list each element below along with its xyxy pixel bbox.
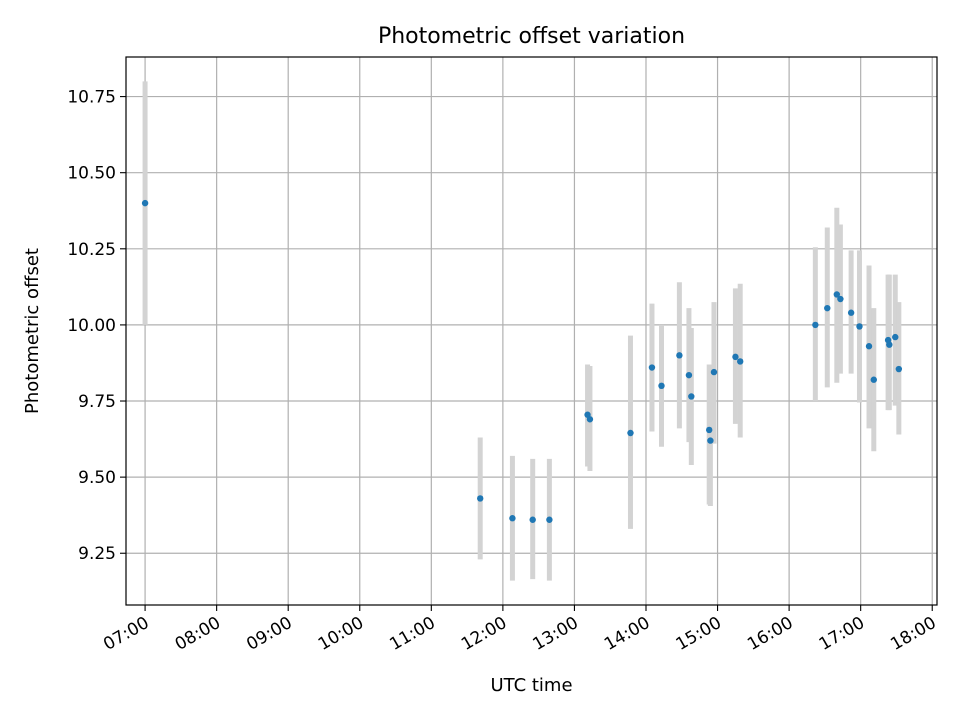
x-axis: 07:00 08:00 09:00 10:00 11:00 12:00 13:00 14:00…	[100, 605, 940, 655]
data-point	[892, 333, 899, 341]
point-layer	[141, 199, 903, 523]
x-tick-label: 16:00	[744, 613, 796, 655]
y-axis: 9.25 9.50 9.75 10.00 10.25 10.50 10.75	[67, 88, 126, 564]
data-point	[586, 416, 594, 423]
data-point	[648, 364, 656, 371]
x-tick-label: 08:00	[172, 613, 224, 655]
data-point	[732, 353, 739, 361]
x-tick-label: 14:00	[601, 613, 653, 655]
data-point	[847, 309, 855, 316]
x-tick-label: 13:00	[530, 613, 582, 655]
data-point	[710, 368, 718, 376]
x-tick-label: 12:00	[458, 613, 510, 655]
y-tick-label: 10.00	[67, 316, 116, 336]
data-point	[865, 343, 873, 350]
data-point	[812, 321, 819, 329]
data-point	[141, 199, 149, 207]
y-tick-label: 9.75	[78, 392, 116, 412]
y-tick-label: 10.25	[67, 240, 116, 260]
data-point	[676, 352, 683, 359]
x-tick-label: 10:00	[315, 613, 367, 655]
data-point	[529, 516, 536, 523]
x-tick-label: 09:00	[243, 613, 295, 655]
data-point	[870, 376, 877, 383]
data-point	[627, 429, 634, 437]
errorbar-layer	[142, 81, 902, 581]
data-point	[856, 323, 863, 330]
y-tick-label: 10.50	[67, 164, 116, 184]
data-point	[833, 291, 841, 298]
y-tick-label: 10.75	[67, 88, 116, 108]
data-point	[737, 358, 744, 365]
chart-title: Photometric offset variation	[378, 24, 685, 49]
data-point	[658, 382, 665, 389]
data-point	[706, 426, 713, 434]
data-point	[546, 516, 553, 523]
data-point	[886, 341, 893, 348]
data-point	[685, 371, 693, 379]
x-tick-label: 18:00	[887, 613, 939, 655]
data-point	[477, 495, 484, 502]
plot-frame	[125, 56, 938, 606]
x-axis-label: UTC time	[490, 675, 572, 696]
x-tick-label: 17:00	[816, 613, 868, 655]
y-tick-label: 9.25	[78, 544, 116, 564]
data-point	[895, 365, 903, 373]
data-point	[509, 515, 516, 522]
x-tick-label: 11:00	[386, 613, 438, 655]
x-tick-label: 15:00	[673, 613, 725, 655]
data-point	[824, 304, 831, 312]
data-point	[837, 295, 844, 303]
data-point	[707, 437, 714, 444]
x-tick-label: 07:00	[100, 613, 152, 655]
y-tick-label: 9.50	[78, 468, 116, 488]
data-point	[688, 393, 695, 400]
y-axis-label: Photometric offset	[22, 248, 43, 414]
